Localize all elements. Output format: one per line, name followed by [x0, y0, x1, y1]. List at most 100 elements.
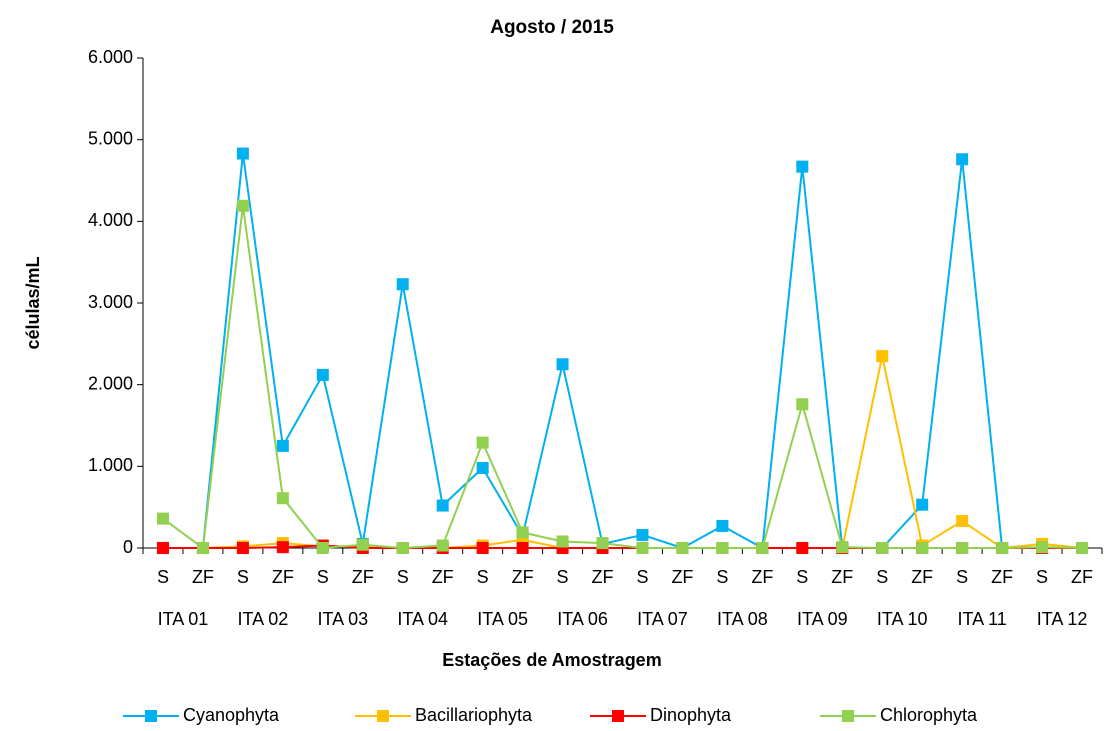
marker	[276, 492, 289, 505]
marker	[476, 436, 489, 449]
legend-label: Bacillariophyta	[415, 705, 533, 725]
y-tick-label: 2.000	[88, 373, 133, 393]
marker	[636, 542, 649, 554]
x-tick-label: ZF	[352, 567, 374, 587]
marker	[356, 538, 369, 551]
marker	[276, 439, 289, 452]
marker	[916, 542, 929, 554]
x-tick-label: S	[1036, 567, 1048, 587]
x-tick-label: ZF	[592, 567, 614, 587]
marker	[396, 542, 409, 554]
x-group-label: ITA 09	[797, 609, 848, 629]
marker	[556, 535, 569, 548]
x-tick-label: ZF	[751, 567, 773, 587]
x-tick-label: S	[477, 567, 489, 587]
marker	[156, 512, 169, 525]
x-tick-label: ZF	[272, 567, 294, 587]
marker	[996, 542, 1009, 554]
legend-marker	[842, 710, 854, 722]
x-tick-label: S	[157, 567, 169, 587]
x-tick-label: ZF	[1071, 567, 1093, 587]
marker	[876, 350, 889, 363]
x-tick-label: S	[317, 567, 329, 587]
legend-label: Chlorophyta	[880, 705, 978, 725]
marker	[716, 519, 729, 532]
x-group-label: ITA 10	[877, 609, 928, 629]
marker	[876, 542, 889, 554]
y-axis-title: células/mL	[23, 256, 43, 349]
marker	[436, 499, 449, 512]
marker	[1076, 542, 1089, 554]
x-tick-label: ZF	[911, 567, 933, 587]
chart-title: Agosto / 2015	[490, 17, 614, 38]
marker	[716, 542, 729, 554]
x-tick-label: ZF	[512, 567, 534, 587]
x-tick-label: S	[956, 567, 968, 587]
x-group-label: ITA 07	[637, 609, 688, 629]
y-tick-label: 5.000	[88, 128, 133, 148]
x-group-label: ITA 06	[557, 609, 608, 629]
x-tick-label: ZF	[831, 567, 853, 587]
marker	[396, 278, 409, 291]
legend-marker	[145, 710, 157, 722]
x-tick-label: S	[557, 567, 569, 587]
marker	[236, 147, 249, 160]
marker	[156, 542, 169, 554]
marker	[236, 199, 249, 212]
marker	[596, 537, 609, 550]
marker	[1036, 541, 1049, 554]
y-tick-label: 1.000	[88, 455, 133, 475]
marker	[796, 398, 809, 411]
marker	[956, 542, 969, 554]
legend-label: Cyanophyta	[183, 705, 280, 725]
series-line	[162, 205, 1083, 550]
x-tick-label: ZF	[671, 567, 693, 587]
y-tick-label: 4.000	[88, 210, 133, 230]
y-tick-label: 0	[123, 537, 133, 557]
marker	[316, 368, 329, 381]
marker	[316, 542, 329, 554]
marker	[476, 461, 489, 474]
legend-label: Dinophyta	[650, 705, 732, 725]
marker	[236, 542, 249, 554]
legend-marker	[612, 710, 624, 722]
marker	[476, 542, 489, 554]
series-line	[162, 153, 1083, 550]
marker	[916, 498, 929, 511]
x-group-label: ITA 11	[957, 609, 1006, 629]
marker	[516, 542, 529, 554]
x-group-label: ITA 08	[717, 609, 768, 629]
x-group-label: ITA 02	[238, 609, 289, 629]
x-group-label: ITA 04	[397, 609, 448, 629]
marker	[636, 528, 649, 541]
marker	[756, 542, 769, 554]
marker	[796, 542, 809, 554]
marker	[516, 526, 529, 539]
marker	[556, 358, 569, 371]
x-tick-label: S	[876, 567, 888, 587]
x-group-label: ITA 05	[477, 609, 528, 629]
x-tick-label: S	[636, 567, 648, 587]
y-tick-label: 6.000	[88, 47, 133, 67]
marker	[436, 539, 449, 552]
x-tick-label: ZF	[432, 567, 454, 587]
x-tick-label: ZF	[991, 567, 1013, 587]
x-tick-label: S	[237, 567, 249, 587]
x-tick-label: S	[397, 567, 409, 587]
x-group-label: ITA 12	[1037, 609, 1088, 629]
x-tick-label: S	[716, 567, 728, 587]
x-group-label: ITA 03	[317, 609, 368, 629]
x-tick-label: S	[796, 567, 808, 587]
y-tick-label: 3.000	[88, 292, 133, 312]
x-tick-label: ZF	[192, 567, 214, 587]
marker	[276, 541, 289, 554]
marker	[836, 541, 849, 554]
marker	[796, 160, 809, 173]
marker	[956, 153, 969, 166]
x-axis-title: Estações de Amostragem	[442, 650, 661, 670]
marker	[676, 542, 689, 554]
x-group-label: ITA 01	[158, 609, 209, 629]
legend-marker	[377, 710, 389, 722]
marker	[956, 515, 969, 528]
